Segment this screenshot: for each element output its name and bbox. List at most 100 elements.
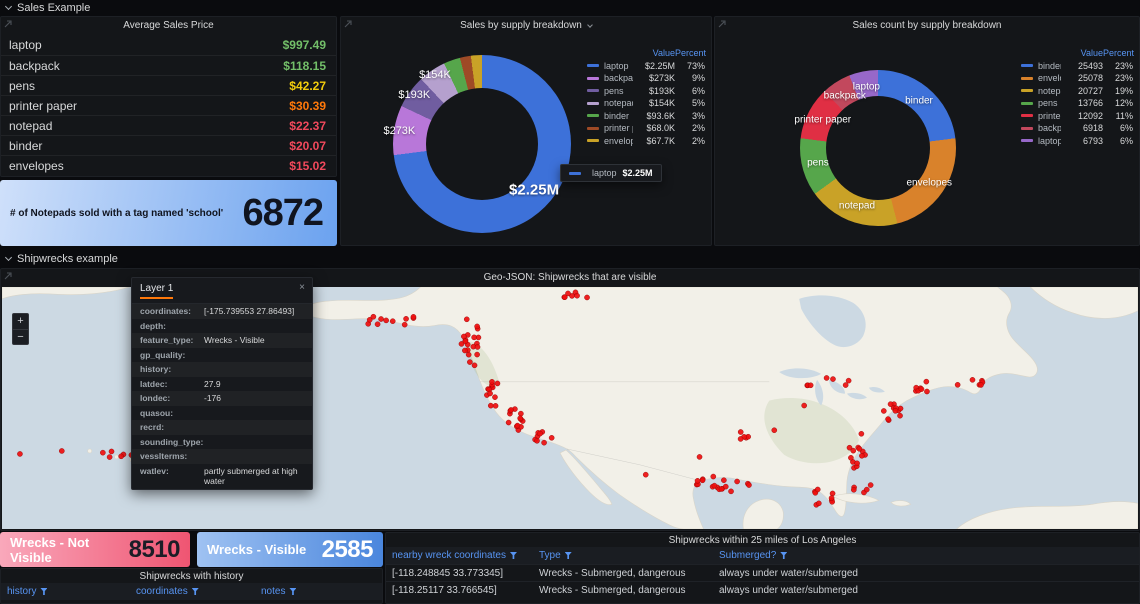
- shipwreck-marker[interactable]: [737, 436, 744, 442]
- shipwreck-marker[interactable]: [401, 321, 408, 328]
- filter-icon[interactable]: [509, 552, 517, 559]
- legend-series-name[interactable]: binder: [604, 110, 630, 121]
- shipwreck-marker[interactable]: [118, 453, 124, 460]
- shipwreck-marker[interactable]: [565, 290, 571, 297]
- shipwreck-marker[interactable]: [389, 318, 396, 324]
- shipwreck-marker[interactable]: [108, 448, 115, 455]
- column-header[interactable]: Type: [533, 550, 713, 561]
- shipwreck-marker[interactable]: [728, 488, 734, 495]
- shipwreck-marker[interactable]: [463, 316, 470, 323]
- shipwreck-marker[interactable]: [978, 382, 984, 388]
- shipwreck-marker[interactable]: [694, 478, 701, 484]
- shipwreck-marker[interactable]: [410, 314, 417, 320]
- sales-count-donut-chart[interactable]: binder envelopes notepad pens printer paper b…: [794, 70, 956, 226]
- shipwreck-marker[interactable]: [850, 447, 857, 454]
- column-header[interactable]: coordinates: [130, 586, 255, 597]
- shipwreck-marker[interactable]: [885, 416, 891, 422]
- shipwreck-marker[interactable]: [845, 377, 852, 384]
- shipwreck-marker[interactable]: [710, 473, 717, 480]
- shipwreck-marker[interactable]: [696, 454, 703, 460]
- legend-series-name[interactable]: envelopes: [1038, 73, 1061, 84]
- legend-row[interactable]: backpack 6918 6%: [1021, 122, 1133, 135]
- shipwreck-marker[interactable]: [518, 410, 524, 417]
- shipwreck-marker[interactable]: [859, 453, 865, 459]
- legend-row[interactable]: printer paper $68.0K 2%: [587, 122, 705, 135]
- panel-title[interactable]: Shipwrecks with history: [139, 571, 244, 582]
- shipwreck-marker[interactable]: [584, 294, 590, 301]
- shipwreck-marker[interactable]: [892, 408, 899, 414]
- shipwreck-marker[interactable]: [534, 438, 540, 444]
- shipwreck-marker[interactable]: [718, 486, 725, 492]
- shipwreck-marker[interactable]: [887, 401, 894, 407]
- shipwreck-marker[interactable]: [918, 386, 925, 392]
- shipwreck-marker[interactable]: [462, 338, 469, 344]
- panel-title[interactable]: Average Sales Price: [123, 20, 214, 31]
- shipwreck-marker[interactable]: [548, 435, 555, 441]
- shipwreck-marker[interactable]: [814, 486, 821, 493]
- shipwreck-marker[interactable]: [378, 316, 384, 322]
- shipwreck-marker[interactable]: [58, 448, 65, 454]
- legend-series-name[interactable]: backpack: [604, 73, 633, 84]
- panel-link-icon[interactable]: [4, 272, 12, 280]
- shipwreck-marker[interactable]: [858, 431, 865, 437]
- panel-title[interactable]: Shipwrecks within 25 miles of Los Angele…: [668, 535, 857, 546]
- shipwreck-marker[interactable]: [487, 402, 494, 409]
- legend-row[interactable]: binder 25493 23%: [1021, 60, 1133, 73]
- shipwreck-marker[interactable]: [574, 292, 580, 299]
- legend-row[interactable]: notepad 20727 19%: [1021, 85, 1133, 98]
- shipwreck-marker[interactable]: [642, 471, 649, 478]
- shipwreck-marker[interactable]: [487, 390, 493, 397]
- shipwreck-marker[interactable]: [923, 378, 930, 385]
- shipwreck-marker[interactable]: [537, 430, 543, 437]
- panel-title[interactable]: Geo-JSON: Shipwrecks that are visible: [483, 272, 657, 283]
- shipwreck-marker[interactable]: [867, 482, 874, 488]
- shipwreck-marker[interactable]: [954, 382, 961, 388]
- column-header[interactable]: notes: [255, 586, 382, 597]
- legend-row[interactable]: pens $193K 6%: [587, 85, 705, 98]
- shipwreck-marker[interactable]: [830, 376, 836, 382]
- legend-row[interactable]: envelopes 25078 23%: [1021, 72, 1133, 85]
- panel-link-icon[interactable]: [4, 20, 12, 28]
- panel-link-icon[interactable]: [718, 20, 726, 28]
- column-header[interactable]: nearby wreck coordinates: [386, 550, 533, 561]
- legend-row[interactable]: envelopes $67.7K 2%: [587, 135, 705, 148]
- legend-row[interactable]: notepad $154K 5%: [587, 97, 705, 110]
- shipwreck-marker[interactable]: [848, 455, 854, 461]
- shipwreck-marker[interactable]: [881, 408, 887, 414]
- legend-row[interactable]: binder $93.6K 3%: [587, 110, 705, 123]
- shipwreck-marker[interactable]: [897, 412, 903, 419]
- shipwreck-marker[interactable]: [467, 359, 473, 365]
- map-canvas[interactable]: [2, 287, 1138, 529]
- close-icon[interactable]: ×: [299, 282, 305, 293]
- shipwreck-marker[interactable]: [474, 344, 481, 350]
- legend-series-name[interactable]: pens: [1038, 98, 1058, 109]
- filter-icon[interactable]: [191, 588, 199, 595]
- legend-header-percent[interactable]: Percent: [1103, 48, 1135, 59]
- shipwreck-marker[interactable]: [711, 482, 718, 489]
- row-header-sales[interactable]: Sales Example: [4, 1, 90, 15]
- shipwreck-marker[interactable]: [746, 482, 752, 488]
- shipwreck-marker[interactable]: [517, 415, 523, 422]
- shipwreck-marker[interactable]: [801, 402, 807, 409]
- legend-series-name[interactable]: laptop: [1038, 135, 1061, 146]
- shipwreck-marker[interactable]: [699, 477, 706, 484]
- shipwreck-marker[interactable]: [471, 362, 478, 369]
- legend-series-name[interactable]: printer paper: [1038, 110, 1061, 121]
- shipwreck-marker[interactable]: [461, 333, 467, 340]
- legend-series-name[interactable]: notepad: [1038, 85, 1061, 96]
- legend-row[interactable]: laptop 6793 6%: [1021, 135, 1133, 148]
- filter-icon[interactable]: [289, 588, 297, 595]
- zoom-in-button[interactable]: +: [17, 315, 24, 327]
- shipwreck-marker[interactable]: [842, 382, 849, 388]
- shipwreck-marker[interactable]: [505, 419, 512, 426]
- shipwreck-marker[interactable]: [106, 454, 113, 460]
- shipwreck-marker[interactable]: [508, 407, 514, 413]
- shipwreck-marker[interactable]: [403, 316, 409, 322]
- shipwreck-marker[interactable]: [721, 477, 727, 483]
- shipwreck-marker[interactable]: [562, 294, 568, 300]
- shipwreck-marker[interactable]: [722, 483, 729, 490]
- legend-row[interactable]: pens 13766 12%: [1021, 97, 1133, 110]
- shipwreck-marker[interactable]: [370, 313, 377, 320]
- shipwreck-marker[interactable]: [856, 446, 863, 452]
- filter-icon[interactable]: [40, 588, 48, 595]
